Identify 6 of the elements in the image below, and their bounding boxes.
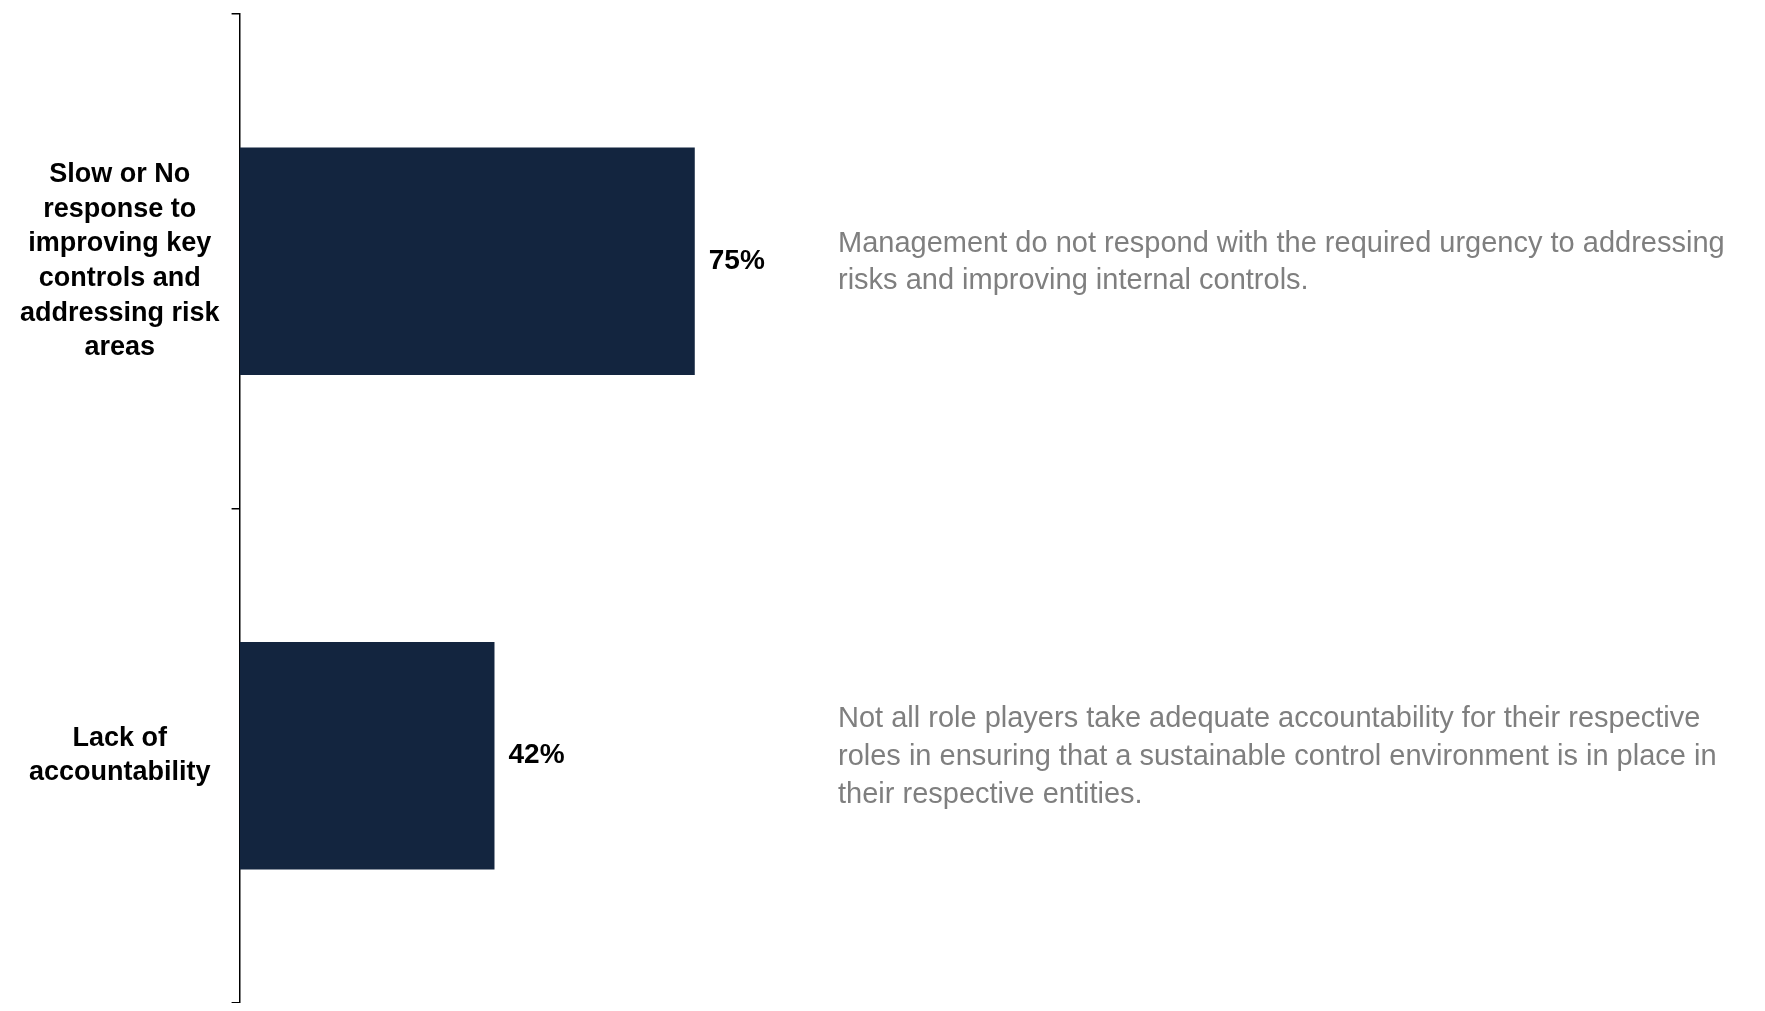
text: Not all role players take adequate accountability for their respective roles in ensuring that a sustainable control environment is in place in their respective entities. — [838, 700, 1718, 811]
text: Management do not respond with the required urgency to addressing risks and improving internal controls. — [838, 224, 1726, 298]
data-label: 42% — [508, 738, 565, 770]
y-tick-label: Lack of accountability — [29, 721, 211, 787]
y-tick-label: Slow or No response to improving key controls and addressing risk areas — [20, 158, 221, 362]
data-label: 75% — [708, 243, 765, 275]
